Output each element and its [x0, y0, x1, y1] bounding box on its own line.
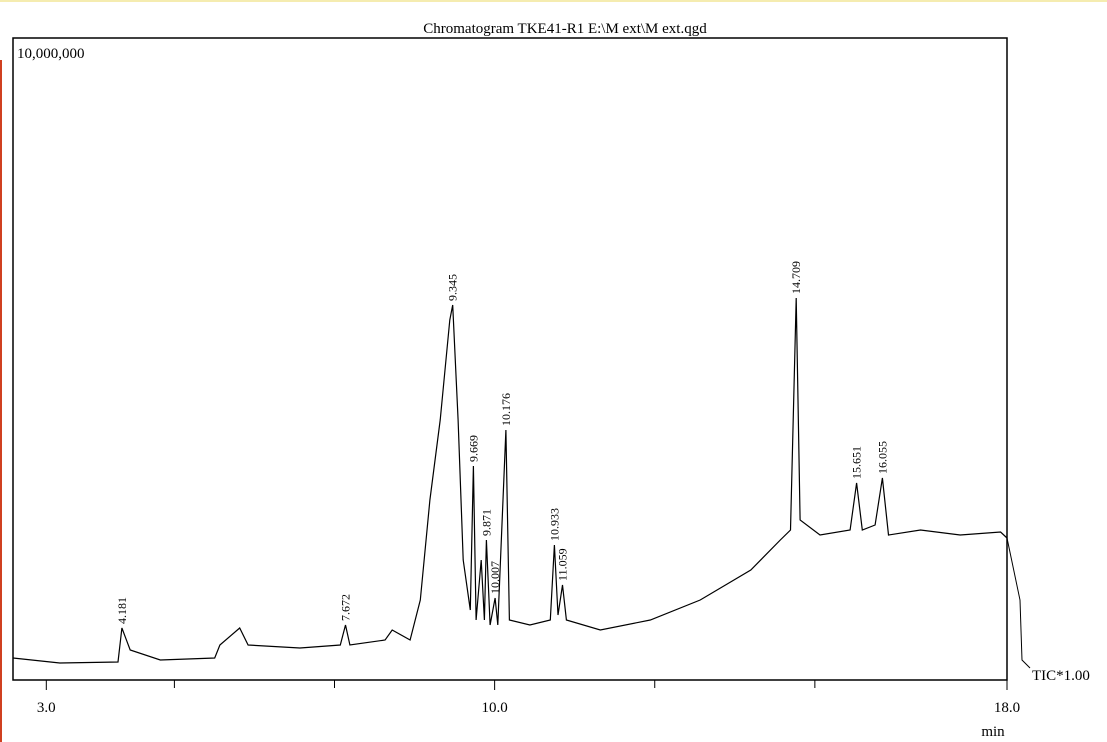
- plot-frame: [12, 37, 1008, 681]
- chart-title: Chromatogram TKE41-R1 E:\M ext\M ext.qgd: [423, 21, 707, 37]
- peak-label: 4.181: [115, 597, 129, 624]
- x-tick-label: 10.0: [482, 700, 508, 716]
- peak-label: 15.651: [850, 446, 864, 479]
- x-axis-label: min: [981, 724, 1005, 740]
- peak-label: 10.176: [499, 393, 513, 426]
- peak-label: 9.345: [446, 274, 460, 301]
- peak-label: 9.669: [466, 435, 480, 462]
- y-tick-label: 10,000,000: [17, 46, 85, 62]
- peak-label: 16.055: [875, 441, 889, 474]
- peak-label: 7.672: [339, 594, 353, 621]
- x-tick-label: 3.0: [37, 700, 56, 716]
- annotation-leader: [1006, 537, 1031, 669]
- annotation: TIC*1.00: [1032, 668, 1090, 684]
- peak-label: 11.059: [555, 548, 569, 581]
- peak-label: 10.933: [547, 508, 561, 541]
- peak-label: 14.709: [789, 261, 803, 294]
- peak-label: 10.007: [488, 561, 502, 594]
- trace: [12, 297, 1008, 664]
- peak-label: 9.871: [479, 509, 493, 536]
- x-tick-label: 18.0: [994, 700, 1020, 716]
